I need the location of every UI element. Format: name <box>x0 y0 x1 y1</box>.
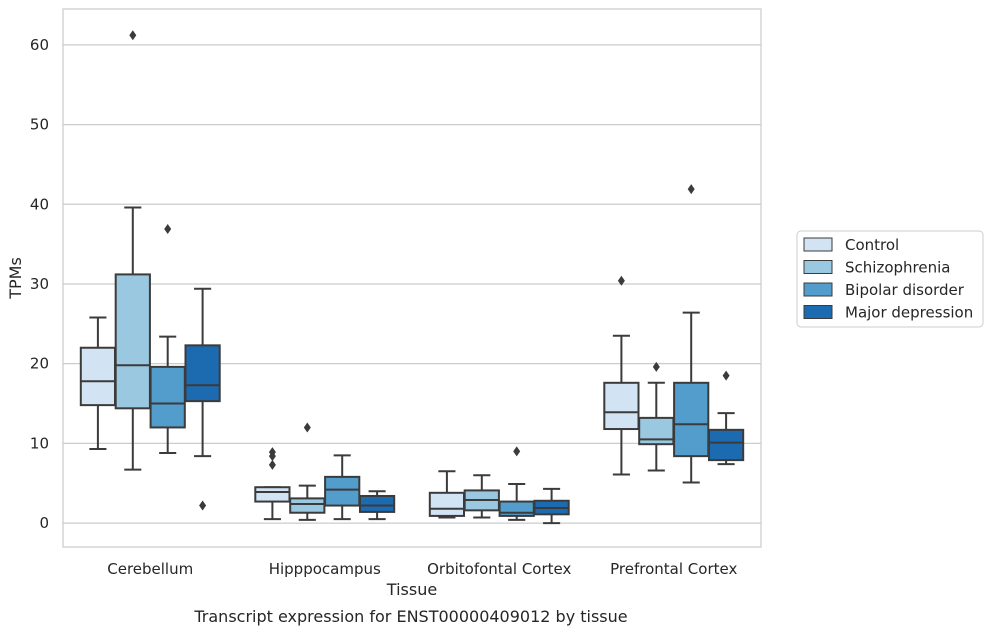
box-0-2 <box>149 223 186 454</box>
outlier-point <box>129 30 137 41</box>
box-1-3 <box>358 490 396 521</box>
iqr-box <box>254 486 291 503</box>
box-0-3 <box>184 287 221 511</box>
legend-swatch <box>803 237 833 252</box>
y-axis-label: TPMs <box>6 257 25 300</box>
legend-label: Bipolar disorder <box>845 281 965 299</box>
x-tick-label: Cerebellum <box>107 560 193 578</box>
iqr-box <box>324 475 361 507</box>
y-tick-label: 0 <box>39 514 49 532</box>
grid <box>63 44 761 524</box>
box-3-3 <box>707 370 745 466</box>
legend: Control Schizophrenia Bipolar disorder Majo… <box>796 230 984 328</box>
x-axis-label: Tissue <box>386 580 437 599</box>
box-0-0 <box>79 316 117 450</box>
box-1-1 <box>289 422 326 521</box>
y-tick-label: 60 <box>30 36 49 54</box>
box-1-0 <box>254 447 291 521</box>
outlier-point <box>652 361 660 372</box>
tick-labels: 0 10 20 30 40 50 60 Cerebellum Hipppocampus Orbit… <box>30 36 738 578</box>
outlier-point <box>268 447 276 458</box>
outlier-point <box>513 446 521 457</box>
legend-swatch <box>803 260 833 274</box>
iqr-box <box>114 273 151 410</box>
outlier-point <box>687 184 695 195</box>
y-tick-label: 40 <box>30 195 49 213</box>
iqr-box <box>149 365 186 429</box>
iqr-box <box>673 381 710 458</box>
outlier-point <box>303 422 311 433</box>
legend-swatch <box>803 282 833 297</box>
iqr-box <box>184 344 221 403</box>
iqr-box <box>498 500 535 517</box>
iqr-box <box>289 497 326 514</box>
iqr-box <box>603 381 640 431</box>
x-tick-label: Hipppocampus <box>269 560 381 578</box>
legend-label: Schizophrenia <box>845 259 950 277</box>
legend-frame <box>796 230 984 328</box>
box-plots <box>79 30 745 525</box>
plot-frame <box>62 8 762 548</box>
chart-caption: Transcript expression for ENST0000040901… <box>193 607 627 626</box>
box-0-1 <box>114 30 151 471</box>
y-tick-label: 20 <box>30 355 49 373</box>
iqr-box <box>707 428 745 462</box>
box-2-2 <box>498 446 535 521</box>
iqr-box <box>428 491 466 517</box>
y-tick-label: 10 <box>30 434 49 452</box>
legend-swatch <box>803 305 833 319</box>
legend-label: Control <box>845 236 899 254</box>
outlier-point <box>722 370 730 381</box>
box-1-2 <box>324 454 361 521</box>
y-tick-label: 30 <box>30 275 49 293</box>
x-tick-label: Prefrontal Cortex <box>610 560 737 578</box>
legend-label: Major depression <box>845 304 973 322</box>
box-2-3 <box>533 487 570 525</box>
box-3-1 <box>638 361 675 472</box>
x-tick-label: Orbitofontal Cortex <box>427 560 571 578</box>
box-3-2 <box>673 184 710 484</box>
outlier-point <box>268 459 276 470</box>
outlier-point <box>617 275 625 286</box>
iqr-box <box>358 494 396 513</box>
box-3-0 <box>603 275 640 476</box>
outlier-point <box>164 223 172 234</box>
outlier-point <box>199 500 207 511</box>
box-2-0 <box>428 470 466 519</box>
iqr-box <box>79 346 117 407</box>
y-tick-label: 50 <box>30 116 49 134</box>
box-2-1 <box>463 474 500 519</box>
